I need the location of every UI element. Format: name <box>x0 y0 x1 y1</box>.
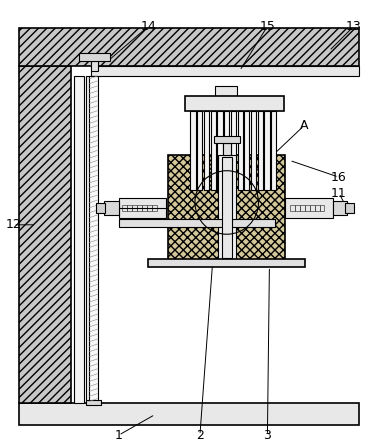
Bar <box>143 205 147 211</box>
Text: 16: 16 <box>331 171 347 184</box>
Text: 15: 15 <box>259 20 275 33</box>
Bar <box>96 203 105 213</box>
Bar <box>204 111 209 190</box>
Bar <box>127 205 132 211</box>
Bar <box>148 259 305 267</box>
Bar <box>191 111 196 190</box>
Text: 1: 1 <box>115 429 122 442</box>
Bar <box>244 111 249 190</box>
Text: 11: 11 <box>331 186 347 199</box>
Bar <box>147 205 152 211</box>
Bar <box>214 137 240 143</box>
Bar <box>251 111 256 190</box>
Bar <box>290 205 295 211</box>
Bar <box>310 205 314 211</box>
Bar <box>295 205 300 211</box>
Bar <box>264 111 270 190</box>
Text: 14: 14 <box>140 20 156 33</box>
Bar <box>222 158 232 258</box>
Bar <box>305 205 310 211</box>
Bar <box>217 111 223 190</box>
Bar <box>211 111 216 190</box>
Text: 3: 3 <box>263 429 271 442</box>
Bar <box>19 66 71 404</box>
Bar <box>320 205 324 211</box>
Bar <box>333 201 347 215</box>
Bar <box>258 111 263 190</box>
Bar <box>285 198 333 218</box>
Text: 2: 2 <box>196 429 204 442</box>
Bar <box>86 76 96 404</box>
Bar <box>19 404 359 425</box>
Bar <box>91 66 359 76</box>
Bar <box>168 155 285 259</box>
Text: A: A <box>300 119 308 132</box>
Bar <box>197 111 203 190</box>
Bar <box>86 400 101 405</box>
Bar <box>237 111 243 190</box>
Bar <box>104 201 119 215</box>
Bar <box>79 53 110 61</box>
Text: 12: 12 <box>5 218 21 231</box>
Bar <box>89 76 98 404</box>
Bar <box>231 111 236 190</box>
Bar <box>119 198 166 218</box>
Bar <box>271 111 276 190</box>
Bar <box>137 205 142 211</box>
Bar <box>91 61 98 71</box>
Text: 13: 13 <box>346 20 362 33</box>
Bar <box>122 205 127 211</box>
Bar <box>152 205 157 211</box>
Bar <box>315 205 319 211</box>
Bar <box>19 28 359 66</box>
Bar <box>132 205 137 211</box>
Bar <box>218 155 235 259</box>
Bar <box>74 76 84 404</box>
Bar <box>223 143 231 155</box>
Bar <box>185 96 284 111</box>
Bar <box>345 203 354 213</box>
Bar <box>215 86 237 96</box>
Bar <box>300 205 305 211</box>
Bar <box>224 111 229 190</box>
Bar <box>119 219 275 227</box>
